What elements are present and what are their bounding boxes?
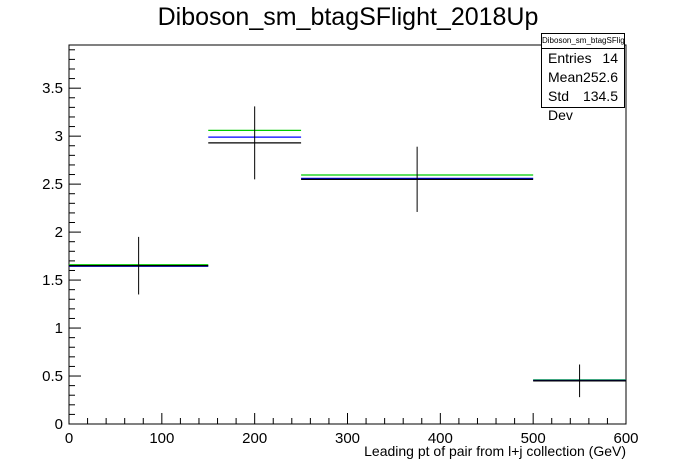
stats-row-stddev: Std Dev 134.5 <box>542 87 624 123</box>
y-tick-label: 3 <box>55 128 63 145</box>
stats-label: Mean <box>548 69 584 85</box>
data-marks <box>69 106 626 398</box>
y-tick-label: 0 <box>55 416 63 433</box>
x-axis-title: Leading pt of pair from l+j collection (… <box>364 443 626 459</box>
y-tick-label: 1 <box>55 320 63 337</box>
x-tick-label: 500 <box>521 430 546 447</box>
x-tick-label: 200 <box>242 430 267 447</box>
stats-row-mean: Mean 252.6 <box>542 68 624 87</box>
y-tick-label: 3.5 <box>42 80 63 97</box>
chart-title: Diboson_sm_btagSFlight_2018Up <box>158 3 539 31</box>
y-tick-label: 2 <box>55 224 63 241</box>
stats-histogram-name: Diboson_sm_btagSFlight_2018Up <box>542 34 624 49</box>
stats-label: Std Dev <box>548 88 573 123</box>
stats-row-entries: Entries 14 <box>542 49 624 68</box>
stats-label: Entries <box>548 50 592 66</box>
x-tick-label: 600 <box>613 430 638 447</box>
y-tick-label: 0.5 <box>42 368 63 385</box>
stats-box: Diboson_sm_btagSFlight_2018Up Entries 14… <box>541 33 625 123</box>
x-tick-label: 0 <box>65 430 73 447</box>
x-tick-label: 100 <box>149 430 174 447</box>
y-tick-label: 2.5 <box>42 176 63 193</box>
axes: 0 100 200 300 400 500 600 0 0.5 1 1.5 2 2.5 3 3.5 <box>42 49 639 447</box>
x-tick-label: 400 <box>428 430 453 447</box>
stats-value: 252.6 <box>583 69 619 85</box>
stats-value: 134.5 <box>582 88 618 104</box>
y-tick-label: 1.5 <box>42 272 63 289</box>
stats-value: 14 <box>602 50 618 66</box>
x-tick-label: 300 <box>335 430 360 447</box>
